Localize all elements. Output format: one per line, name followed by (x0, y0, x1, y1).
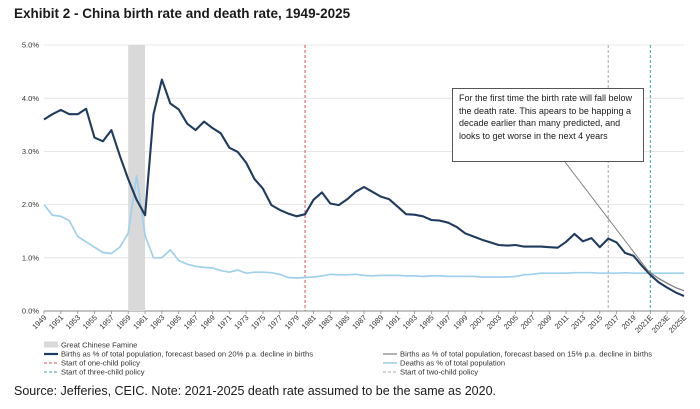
x-tick-label: 2001 (468, 313, 486, 331)
annotation-pointer (564, 161, 651, 275)
x-tick-label: 1985 (333, 313, 351, 331)
x-tick-label: 1997 (434, 313, 452, 331)
y-tick-label: 4.0% (22, 94, 39, 103)
x-tick-label: 1971 (216, 313, 234, 331)
series-line (641, 265, 685, 292)
y-tick-label: 5.0% (22, 41, 39, 50)
y-axis: 0.0% 1.0% 2.0% 3.0% 4.0% 5.0% (22, 41, 39, 316)
y-tick-label: 2.0% (22, 200, 39, 209)
x-tick-label: 1959 (114, 313, 132, 331)
x-tick-label: 1965 (165, 313, 183, 331)
x-tick-label: 1977 (266, 313, 284, 331)
x-tick-label: 1999 (451, 313, 469, 331)
y-tick-label: 3.0% (22, 147, 39, 156)
x-tick-label: 2015 (586, 313, 604, 331)
x-tick-label: 1989 (367, 313, 385, 331)
x-tick-label: 2011 (553, 313, 571, 331)
x-tick-label: 1955 (81, 313, 99, 331)
legend-label: Great Chinese Famine (61, 341, 137, 350)
legend-label: Start of three-child policy (61, 368, 145, 377)
x-tick-label: 2023E (650, 313, 672, 335)
x-tick-label: 1951 (47, 313, 65, 331)
x-tick-label: 2025E (667, 313, 689, 335)
x-tick-label: 2013 (569, 313, 587, 331)
legend-label: Start of one-child policy (61, 359, 140, 368)
legend-label: Deaths as % of total population (400, 359, 505, 368)
x-tick-label: 1957 (98, 313, 116, 331)
chart-title: Exhibit 2 - China birth rate and death r… (14, 6, 351, 21)
x-tick-label: 1981 (300, 313, 318, 331)
annotation-box: For the first time the birth rate will f… (452, 88, 644, 162)
legend-swatch (44, 341, 58, 348)
legend-label: Births as % of total population, forecas… (61, 350, 313, 359)
x-tick-label: 2021E (633, 313, 655, 335)
x-tick-label: 1979 (283, 313, 301, 331)
x-tick-label: 1983 (317, 313, 335, 331)
x-tick-label: 2009 (536, 313, 554, 331)
x-tick-label: 1991 (384, 313, 402, 331)
x-tick-label: 1969 (199, 313, 217, 331)
series-line (43, 175, 684, 279)
x-tick-label: 1993 (401, 313, 419, 331)
x-tick-label: 2017 (603, 313, 621, 331)
series-line (43, 78, 685, 298)
x-tick-label: 1995 (418, 313, 436, 331)
annotation-pointer-layer (564, 161, 651, 275)
x-axis: 1949195119531955195719591961196319651967… (30, 311, 688, 335)
x-tick-label: 2003 (485, 313, 503, 331)
x-tick-label: 1953 (64, 313, 82, 331)
x-tick-label: 2007 (519, 313, 537, 331)
x-tick-label: 1987 (350, 313, 368, 331)
y-tick-label: 0.0% (22, 307, 39, 316)
x-tick-label: 1967 (182, 313, 200, 331)
x-tick-label: 1949 (30, 313, 48, 331)
y-tick-label: 1.0% (22, 253, 39, 262)
legend-label: Births as % of total population, forecas… (400, 350, 652, 359)
x-tick-label: 1963 (148, 313, 166, 331)
x-tick-label: 1975 (249, 313, 267, 331)
x-tick-label: 1961 (131, 313, 149, 331)
policy-lines-layer (304, 45, 651, 311)
x-tick-label: 2005 (502, 313, 520, 331)
legend-label: Start of two-child policy (400, 368, 478, 377)
source-note: Source: Jefferies, CEIC. Note: 2021-2025… (14, 384, 497, 398)
x-tick-label: 1973 (232, 313, 250, 331)
